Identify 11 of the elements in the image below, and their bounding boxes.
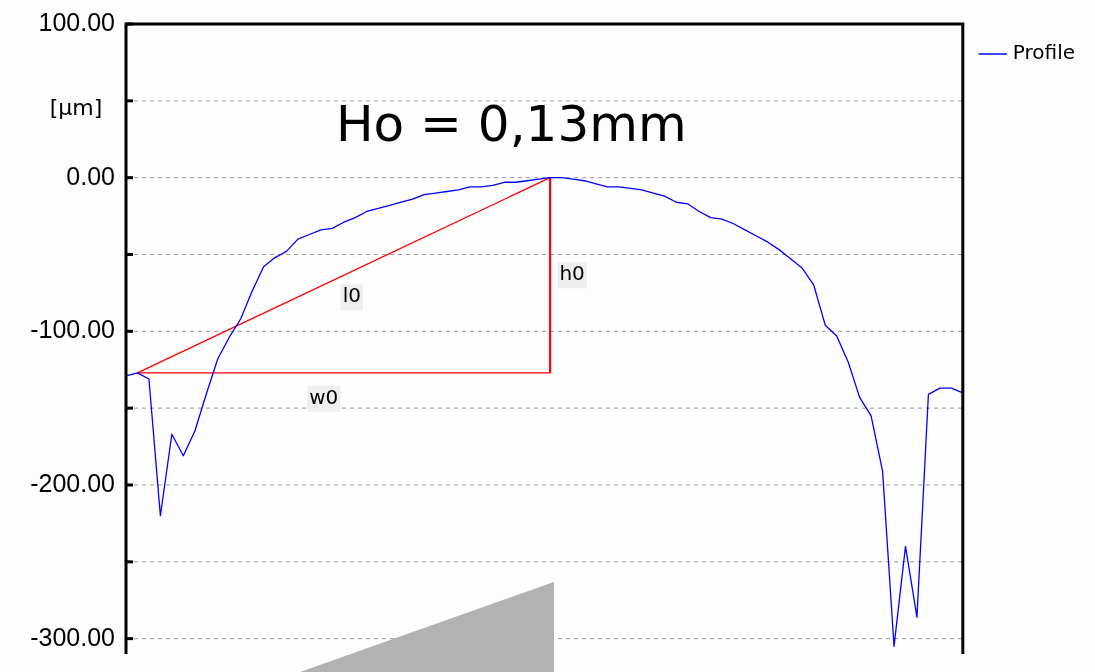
series-label: l0 [342,283,361,308]
series-label: w0 [309,385,339,410]
y-axis-title: [µm] [49,94,103,120]
y-tick-label: -200.00 [30,468,115,497]
series-label: h0 [559,261,585,286]
legend-label: Profile [1012,40,1075,65]
y-tick-label: -300.00 [30,622,115,651]
y-tick-label: 100.00 [38,7,115,36]
annotation: Ho = 0,13mm [336,94,687,153]
y-tick-label: 0.00 [66,161,115,190]
y-tick-label: -100.00 [30,315,115,344]
